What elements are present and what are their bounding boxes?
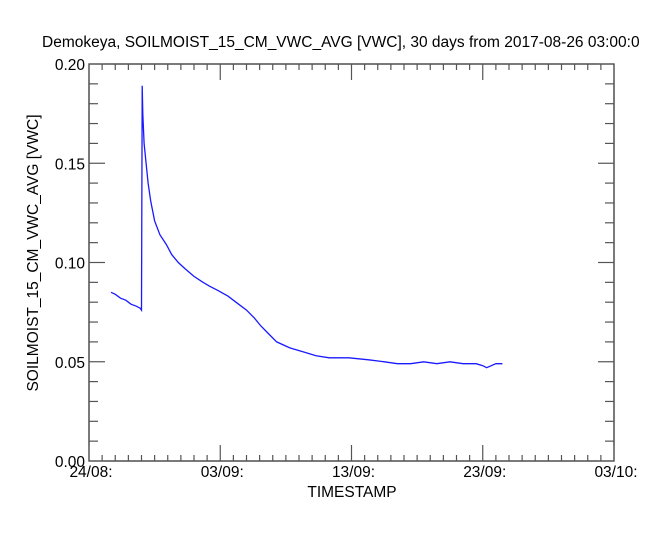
chart-title: Demokeya, SOILMOIST_15_CM_VWC_AVG [VWC],… bbox=[42, 34, 640, 51]
plot-frame bbox=[89, 64, 614, 461]
y-tick-label: 0.05 bbox=[55, 355, 85, 372]
x-tick-label: 13/09: bbox=[332, 464, 375, 481]
ticks bbox=[89, 64, 614, 461]
y-axis-label: SOILMOIST_15_CM_VWC_AVG [VWC] bbox=[25, 114, 42, 391]
series-line bbox=[111, 86, 502, 368]
y-tick-label: 0.10 bbox=[55, 256, 86, 273]
axes bbox=[89, 64, 614, 461]
x-axis-label: TIMESTAMP bbox=[307, 484, 396, 501]
x-tick-label: 03/10: bbox=[594, 464, 637, 481]
y-tick-label: 0.15 bbox=[55, 156, 85, 173]
y-tick-label: 0.00 bbox=[55, 454, 86, 471]
x-tick-label: 03/09: bbox=[201, 464, 244, 481]
series-group bbox=[110, 85, 503, 368]
y-tick-label: 0.20 bbox=[55, 57, 86, 74]
x-tick-label: 23/09: bbox=[463, 464, 506, 481]
